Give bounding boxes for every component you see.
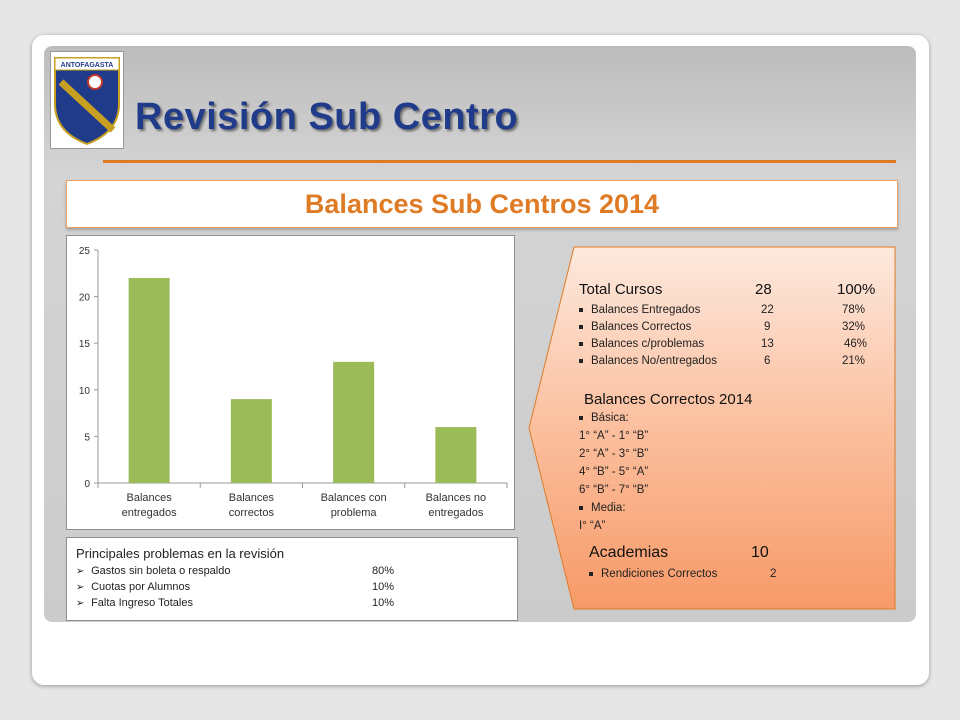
summary-item: Balances Entregados [579, 304, 700, 316]
total-cursos-count: 28 [755, 281, 772, 298]
summary-item: Balances No/entregados [579, 355, 717, 367]
subtitle: Balances Sub Centros 2014 [304, 189, 660, 219]
bar [230, 399, 272, 483]
problem-label: Cuotas por Alumnos [91, 581, 191, 593]
summary-pct: 21% [842, 355, 866, 367]
problem-item: ➢ Gastos sin boleta o respaldo 80% [76, 565, 394, 577]
x-tick-label: entregados [428, 507, 484, 519]
square-bullet-icon [579, 341, 583, 346]
correctos-heading: Balances Correctos 2014 [584, 391, 753, 408]
bar-chart: 0 5 10 15 20 25 Balances entregados Balances corr… [66, 235, 515, 530]
x-tick-label: Balances no [426, 492, 487, 504]
problem-value: 80% [372, 565, 395, 577]
media-line: I° “A” [579, 520, 606, 532]
x-tick-label: Balances con [321, 492, 387, 504]
summary-pct: 78% [842, 304, 866, 316]
summary-count: 22 [761, 304, 774, 316]
bar [333, 361, 375, 483]
y-tick-label: 15 [79, 339, 91, 350]
arrow-bullet-icon: ➢ [76, 566, 85, 577]
x-tick-label: problema [331, 507, 378, 519]
bar [128, 277, 170, 483]
x-tick-label: Balances [229, 492, 275, 504]
summary-pct: 46% [844, 338, 868, 350]
y-tick-label: 20 [79, 293, 91, 304]
summary-item: Balances c/problemas [579, 338, 704, 350]
y-tick-label: 0 [84, 479, 90, 490]
subtitle-box: Balances Sub Centros 2014 [66, 180, 898, 228]
problem-value: 10% [372, 597, 395, 609]
y-tick-label: 10 [79, 386, 91, 397]
x-tick-label: Balances [126, 492, 172, 504]
arrow-bullet-icon: ➢ [76, 598, 85, 609]
academias-item-count: 2 [770, 568, 777, 580]
title-rule [103, 160, 896, 163]
bar-chart-svg: 0 5 10 15 20 25 Balances entregados Balances corr… [79, 246, 508, 519]
summary-count: 6 [764, 355, 771, 367]
arrow-bullet-icon: ➢ [76, 582, 85, 593]
problem-value: 10% [372, 581, 395, 593]
basica-line: 2° “A” - 3° “B” [579, 448, 649, 460]
summary-panel-shape [528, 246, 896, 610]
logo-text: ANTOFAGASTA [61, 62, 114, 69]
academias-count: 10 [751, 544, 769, 561]
x-tick-label: entregados [122, 507, 178, 519]
problem-label: Gastos sin boleta o respaldo [91, 565, 231, 577]
problem-item: ➢ Falta Ingreso Totales 10% [76, 597, 394, 609]
square-bullet-icon [579, 505, 583, 510]
total-cursos-pct: 100% [837, 281, 876, 298]
academias-item: Rendiciones Correctos [589, 568, 717, 580]
problems-heading: Principales problemas en la revisión [76, 546, 285, 561]
problem-label: Falta Ingreso Totales [91, 597, 193, 609]
problem-item: ➢ Cuotas por Alumnos 10% [76, 581, 394, 593]
basica-line: 4° “B” - 5° “A” [579, 466, 649, 478]
bar [435, 427, 477, 483]
basica-line: 1° “A” - 1° “B” [579, 430, 649, 442]
square-bullet-icon [579, 307, 583, 312]
square-bullet-icon [579, 358, 583, 363]
summary-item: Balances Correctos [579, 321, 691, 333]
media-label: Media: [579, 502, 626, 514]
school-logo: ANTOFAGASTA [50, 51, 124, 149]
summary-pct: 32% [842, 321, 866, 333]
academias-label: Academias [589, 544, 669, 561]
y-tick-label: 5 [84, 432, 90, 443]
total-cursos-label: Total Cursos [579, 281, 663, 298]
summary-count: 13 [761, 338, 774, 350]
square-bullet-icon [579, 324, 583, 329]
square-bullet-icon [579, 415, 583, 420]
basica-label: Básica: [579, 412, 629, 424]
summary-count: 9 [764, 321, 771, 333]
square-bullet-icon [589, 571, 593, 576]
page-title: Revisión Sub Centro [135, 96, 519, 138]
problems-box: Principales problemas en la revisión ➢ G… [66, 537, 518, 621]
y-tick-label: 25 [79, 246, 91, 257]
basica-line: 6° “B” - 7° “B” [579, 484, 649, 496]
x-tick-label: correctos [229, 507, 275, 519]
summary-panel: Total Cursos 28 100% Balances Entregados… [528, 246, 896, 610]
